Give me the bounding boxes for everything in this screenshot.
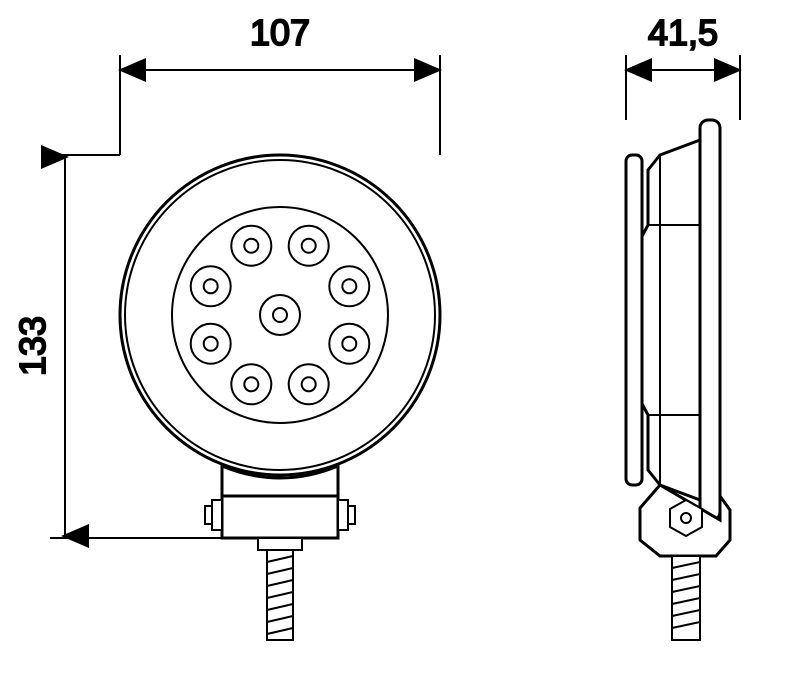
dim-height-value: 133 bbox=[12, 316, 53, 376]
lamp-inner-ring bbox=[172, 207, 388, 423]
side-view bbox=[626, 120, 730, 640]
bracket-bolt-left bbox=[205, 500, 222, 530]
led-4 bbox=[329, 324, 369, 364]
side-housing bbox=[640, 140, 700, 500]
led-3 bbox=[329, 266, 369, 306]
led-8 bbox=[191, 266, 231, 306]
led-5 bbox=[289, 364, 329, 404]
led-7 bbox=[191, 324, 231, 364]
lamp-outer-ring bbox=[120, 155, 440, 475]
bracket-bolt-right bbox=[338, 500, 355, 530]
led-array bbox=[191, 226, 370, 405]
dim-depth: 41,5 bbox=[626, 12, 740, 120]
side-lens bbox=[626, 155, 642, 485]
led-1 bbox=[231, 226, 271, 266]
side-hex-bolt bbox=[670, 500, 702, 536]
led-2 bbox=[289, 226, 329, 266]
front-view bbox=[120, 155, 440, 640]
dim-width-value: 107 bbox=[250, 12, 310, 53]
dim-depth-value: 41,5 bbox=[648, 12, 718, 53]
led-6 bbox=[231, 364, 271, 404]
front-bracket bbox=[205, 466, 355, 640]
dim-width: 107 bbox=[120, 12, 440, 155]
front-threaded-stem bbox=[267, 550, 293, 640]
technical-drawing: 107 41,5 133 bbox=[0, 0, 800, 680]
